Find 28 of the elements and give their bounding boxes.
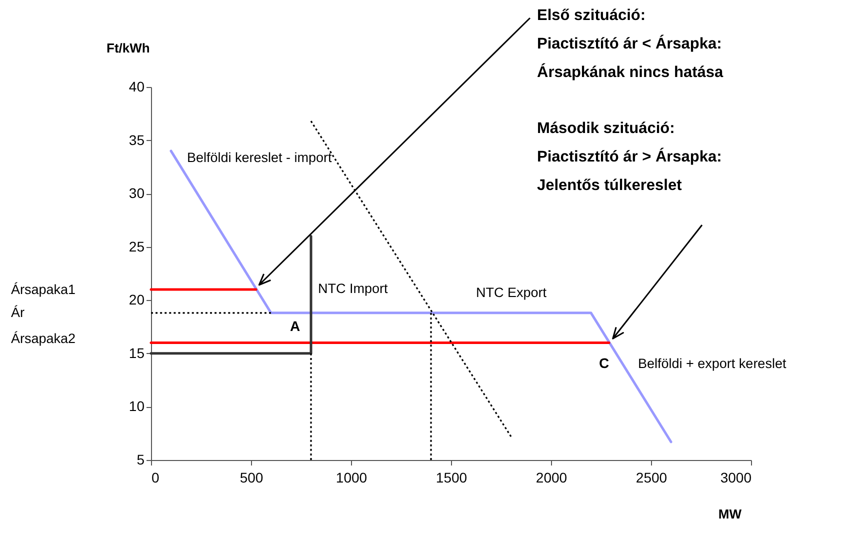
x-tick-label: 1500 [436,470,468,486]
x-tick-label: 2000 [536,470,568,486]
y-tick-label: 35 [128,132,145,148]
y-tick-label: 25 [128,238,145,254]
text: Első szituáció: Piactisztító ár < Ársapka: Ársapkának nincs hatása [537,7,724,81]
x-tick-label: 0 [152,470,160,486]
annotation: NTC Export [476,285,547,300]
x-axis-title: MW [718,506,742,522]
y-tick-label: 5 [136,452,145,468]
x-tick-label: 2500 [636,470,668,486]
annotation: Második szituáció: Piactisztító ár > Ársapka: Jelentős túlkereslet [537,120,722,194]
y-tick-label: 15 [128,344,145,361]
annotation: Belföldi + export kereslet [638,356,786,371]
annotation: NTC Import [318,281,388,296]
text: Ársapaka1 [11,282,76,297]
x-tick-label: 500 [240,470,264,486]
text: Ár [11,305,26,320]
annotation: Belföldi kereslet - import [187,150,332,165]
y-tick-label: 40 [128,78,145,94]
annotation: A [290,318,300,334]
text: Ársapaka2 [11,331,76,346]
annotation: C [598,355,610,371]
y-tick-label: 20 [128,292,145,308]
y-tick-label: 10 [128,398,145,414]
y-axis-title: Ft/kWh [106,40,150,56]
x-tick-label: 1000 [336,470,368,486]
x-tick-label: 3000 [720,470,752,486]
y-tick-label: 30 [128,185,145,202]
